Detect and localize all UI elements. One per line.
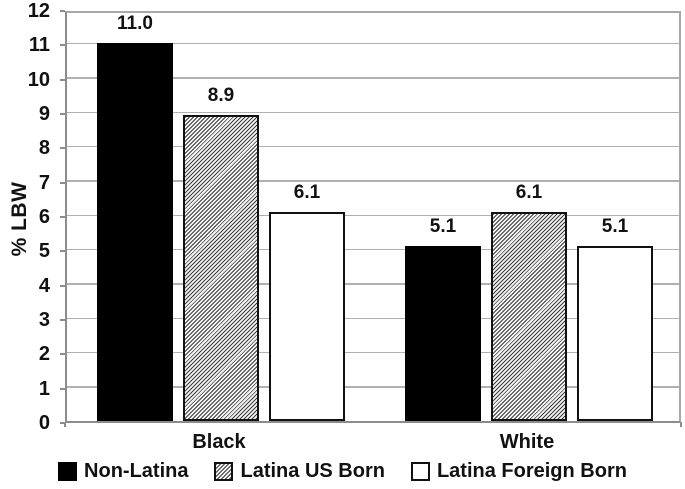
- bar-latina-us-born-white: [491, 211, 567, 421]
- bar-value-label: 5.1: [429, 215, 457, 237]
- y-tick-mark: [60, 44, 65, 47]
- y-tick-mark: [60, 10, 65, 12]
- y-tick-label: 2: [38, 343, 50, 366]
- x-axis-category-labels: Black White: [65, 431, 681, 455]
- y-tick-mark: [60, 78, 65, 81]
- bar-non-latina-black: [97, 43, 173, 421]
- gridline: [67, 42, 679, 45]
- y-tick-label: 4: [38, 274, 50, 297]
- y-tick-mark: [60, 284, 65, 287]
- plot-area: 11.0 8.9 6.1 5.1 6.1 5.1: [65, 11, 681, 423]
- x-category-label: Black: [192, 431, 246, 453]
- y-tick-mark: [60, 250, 65, 253]
- gridline: [67, 248, 679, 251]
- x-tick-mark: [64, 422, 66, 427]
- y-tick-mark: [60, 422, 65, 424]
- y-tick-mark: [60, 181, 65, 184]
- y-tick-label: 8: [38, 137, 50, 160]
- y-tick-label: 5: [38, 240, 50, 263]
- legend-label: Non-Latina: [84, 459, 189, 482]
- gridline: [67, 214, 679, 216]
- diagonal-hatch-swatch-icon: [214, 461, 234, 481]
- legend-label: Latina US Born: [240, 459, 385, 482]
- y-tick-label: 1: [38, 377, 50, 400]
- y-tick-mark: [60, 147, 65, 150]
- legend-label: Latina Foreign Born: [436, 459, 627, 482]
- bar-value-label: 8.9: [207, 85, 235, 107]
- bar-value-label: 6.1: [293, 181, 321, 203]
- y-tick-mark: [60, 353, 65, 356]
- gridline: [67, 351, 679, 354]
- legend-item-non-latina: Non-Latina: [58, 460, 188, 483]
- x-category-label: White: [499, 431, 555, 453]
- bar-value-label: 6.1: [515, 181, 543, 203]
- gridline: [67, 317, 679, 319]
- y-tick-label: 10: [27, 68, 50, 91]
- gridline: [67, 180, 679, 182]
- y-tick-label: 11: [28, 34, 50, 57]
- y-tick-label: 7: [38, 171, 50, 194]
- y-tick-mark: [60, 387, 65, 390]
- y-tick-label: 3: [38, 309, 50, 331]
- bar-value-label: 11.0: [117, 13, 153, 35]
- y-tick-mark: [60, 113, 65, 115]
- legend-item-latina-us-born: Latina US Born: [214, 459, 385, 483]
- y-tick-label: 9: [38, 103, 50, 125]
- y-tick-mark: [60, 216, 65, 218]
- gridline: [67, 386, 679, 388]
- bar-value-label: 5.1: [601, 215, 629, 237]
- gridline: [67, 145, 679, 148]
- bar-latina-foreign-born-white: [577, 245, 653, 421]
- y-axis-tick-labels: 0 1 2 3 4 5 6 7 8 9 10 11 12: [0, 0, 50, 489]
- legend-item-latina-foreign-born: Latina Foreign Born: [410, 459, 627, 483]
- x-tick-mark: [680, 422, 682, 427]
- gridline: [67, 77, 679, 79]
- y-tick-mark: [60, 319, 65, 321]
- y-tick-label: 6: [38, 206, 50, 228]
- bar-latina-foreign-born-black: [269, 211, 345, 421]
- legend: Non-Latina Latina US Born Latina Foreign…: [0, 458, 685, 484]
- y-tick-label: 0: [38, 412, 50, 434]
- bar-non-latina-white: [405, 245, 481, 421]
- gridline: [67, 111, 679, 113]
- y-tick-label: 12: [27, 0, 50, 22]
- solid-black-swatch-icon: [58, 461, 78, 481]
- bar-latina-us-born-black: [183, 115, 259, 421]
- white-swatch-icon: [410, 461, 430, 481]
- gridline: [67, 283, 679, 285]
